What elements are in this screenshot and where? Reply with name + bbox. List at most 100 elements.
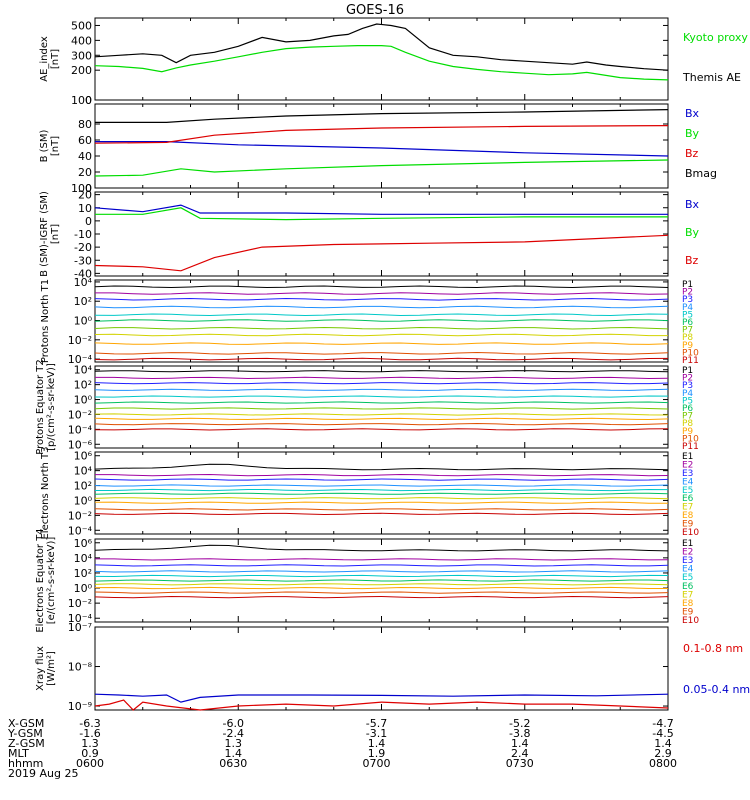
series-bz: [94, 125, 669, 144]
series-by: [95, 207, 668, 221]
channel-label: P3: [682, 295, 693, 305]
footer-value: 1.3: [81, 737, 99, 750]
y-tick-label: 10⁴: [74, 364, 93, 377]
series-bmag: [95, 109, 669, 124]
y-tick-label: 10⁻²: [68, 334, 92, 347]
channel-e6: [94, 579, 669, 582]
channel-p7: [94, 407, 669, 410]
channel-label: P7: [682, 412, 693, 422]
channel-e2: [95, 558, 669, 561]
y-tick-label: 10⁻⁴: [68, 353, 93, 366]
legend-by: By: [685, 226, 700, 239]
y-tick-label: -40: [74, 267, 92, 280]
footer-value: 1.4: [511, 737, 529, 750]
channel-e3: [94, 478, 669, 481]
panel-frame: [94, 103, 669, 189]
footer-row-label: MLT: [8, 747, 29, 760]
channel-p1: [94, 285, 669, 289]
channel-label: P3: [682, 381, 693, 391]
y-tick-label: 10⁻²: [68, 597, 92, 610]
y-tick-label: 10⁻⁴: [68, 524, 93, 537]
channel-p11: [94, 428, 669, 431]
channel-label: P10: [682, 434, 699, 444]
channel-p6: [94, 319, 669, 322]
channel-e4: [94, 484, 669, 487]
channel-e7: [94, 497, 669, 500]
channel-e8: [94, 586, 668, 590]
channel-e1: [94, 544, 669, 552]
legend-xray-long: 0.1-0.8 nm: [683, 642, 743, 655]
y-tick-label: 40: [78, 150, 92, 163]
footer-value: 1.4: [368, 737, 386, 750]
series-0-1-0-8-nm: [94, 699, 669, 711]
channel-e10: [94, 512, 669, 516]
channel-e7: [94, 583, 669, 586]
y-tick-label: 10⁻²: [68, 408, 92, 421]
channel-e9: [94, 591, 669, 594]
channel-label: E7: [682, 503, 693, 513]
y-tick-label: 10⁰: [74, 394, 93, 407]
y-axis-label: Electrons North T3: [40, 446, 51, 539]
panel-frame: [94, 451, 669, 535]
legend-kyoto: Kyoto proxy AE: [683, 31, 750, 44]
channel-label: E1: [682, 539, 693, 549]
channel-e3: [94, 564, 669, 567]
y-axis-label: AE_index[nT]: [39, 36, 61, 82]
footer-row-label: Y-GSM: [7, 727, 43, 740]
channel-p9: [94, 342, 669, 345]
panel-7: 10⁻⁴ 10⁻² 10⁰ 10² 10⁴ 10⁶ Electrons Equator T4…: [35, 528, 699, 632]
series-bz: [94, 234, 669, 272]
channel-label: E6: [682, 494, 694, 504]
footer-value: 2.9: [654, 747, 672, 760]
footer-value: 0730: [506, 757, 534, 770]
channel-p9: [94, 417, 669, 421]
y-tick-label: 10⁻⁹: [68, 700, 92, 713]
channel-e6: [94, 492, 669, 495]
legend-bx: Bx: [685, 198, 700, 211]
channel-label: E7: [682, 590, 693, 600]
y-tick-label: 10²: [74, 480, 92, 493]
series-by: [94, 159, 669, 177]
y-tick-label: 300: [71, 49, 92, 62]
series-0-05-0-4-nm: [94, 693, 669, 703]
channel-label: P6: [682, 318, 693, 328]
channel-label: E2: [682, 548, 693, 558]
footer-value: 1.9: [368, 747, 386, 760]
channel-label: P9: [682, 427, 693, 437]
y-tick-label: 10⁻²: [68, 509, 92, 522]
channel-label: P11: [682, 442, 699, 452]
channel-label: E6: [682, 582, 694, 592]
y-tick-label: 60: [78, 134, 92, 147]
y-tick-label: 100: [71, 182, 92, 195]
channel-e1: [94, 463, 669, 471]
footer-value: 0.9: [81, 747, 99, 760]
channel-e9: [94, 508, 669, 511]
y-tick-label: 10²: [74, 379, 92, 392]
panel-2: 0 20 40 60 80 100 B (SM)[nT]: [39, 103, 669, 195]
channel-p5: [94, 395, 669, 398]
y-tick-label: 10⁶: [74, 537, 93, 550]
channel-label: P11: [682, 356, 699, 366]
channel-label: P2: [682, 288, 693, 298]
channel-label: E10: [682, 528, 699, 538]
y-tick-label: -10: [74, 228, 92, 241]
channel-label: E8: [682, 511, 694, 521]
channel-label: P9: [682, 341, 693, 351]
channel-label: E4: [682, 477, 694, 487]
channel-label: P8: [682, 333, 693, 343]
y-tick-label: 10⁴: [74, 465, 93, 478]
footer-value: -6.3: [79, 717, 100, 730]
y-axis-label: B (SM)[nT]: [39, 129, 61, 162]
y-tick-label: 100: [71, 94, 92, 107]
y-tick-label: 0: [85, 215, 92, 228]
y-tick-label: 10⁴: [74, 552, 93, 565]
footer-row-label: hhmm: [8, 757, 43, 770]
footer-value: -3.8: [509, 727, 530, 740]
channel-p5: [94, 313, 669, 317]
y-tick-label: 10²: [74, 567, 92, 580]
